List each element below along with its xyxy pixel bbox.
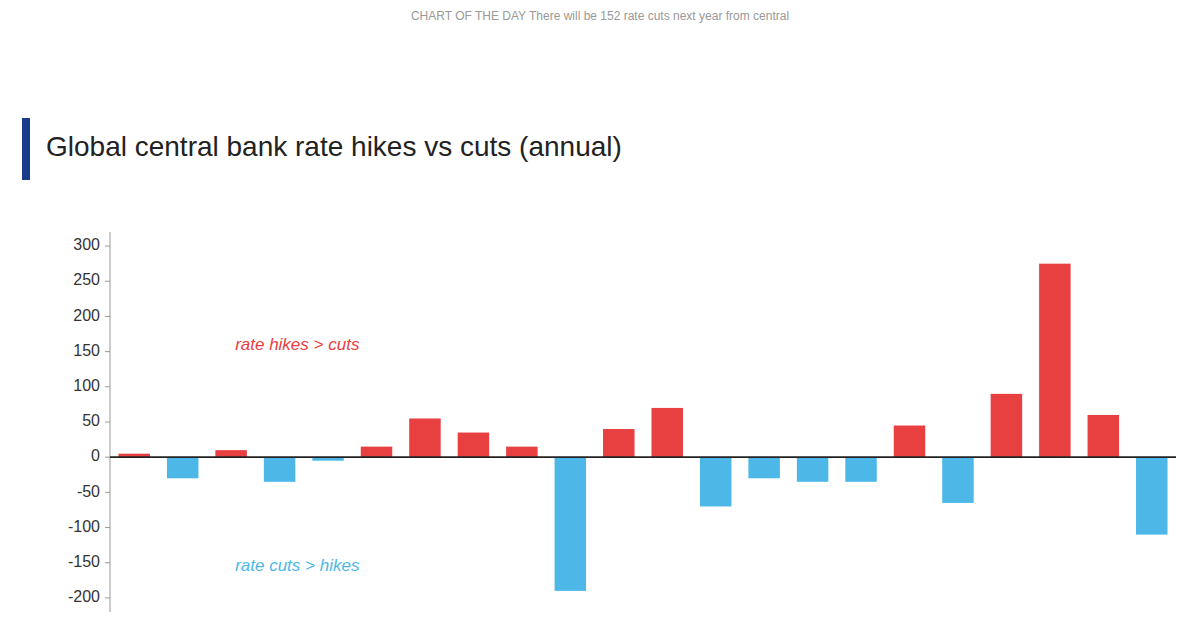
y-tick-label: -200 xyxy=(68,588,100,605)
y-tick xyxy=(105,422,110,423)
bar xyxy=(409,418,440,457)
zero-line xyxy=(110,456,1176,458)
header: CHART OF THE DAY There will be 152 rate … xyxy=(411,9,789,23)
annotation: rate hikes > cuts xyxy=(235,335,360,354)
chart-container: CHART OF THE DAY There will be 152 rate … xyxy=(0,0,1200,630)
bar xyxy=(1136,457,1167,534)
bar xyxy=(555,457,586,591)
y-tick-label: 50 xyxy=(82,412,100,429)
annotation: rate cuts > hikes xyxy=(235,556,360,575)
bar xyxy=(845,457,876,482)
bar xyxy=(264,457,295,482)
y-tick-label: 150 xyxy=(73,342,100,359)
y-tick xyxy=(105,562,110,563)
bar xyxy=(361,447,392,458)
y-tick xyxy=(105,492,110,493)
y-tick-label: 300 xyxy=(73,236,100,253)
y-tick-label: 100 xyxy=(73,377,100,394)
bar xyxy=(991,394,1022,457)
y-tick-label: 200 xyxy=(73,307,100,324)
chart-svg: CHART OF THE DAY There will be 152 rate … xyxy=(0,0,1200,630)
bar xyxy=(1088,415,1119,457)
bar xyxy=(603,429,634,457)
bar xyxy=(1039,264,1070,458)
bar xyxy=(215,450,246,457)
y-tick-label: -50 xyxy=(77,483,100,500)
y-tick-label: -150 xyxy=(68,553,100,570)
y-tick xyxy=(105,351,110,352)
title: Global central bank rate hikes vs cuts (… xyxy=(46,131,622,162)
bar xyxy=(748,457,779,478)
y-tick xyxy=(105,597,110,598)
bar xyxy=(942,457,973,503)
bar xyxy=(797,457,828,482)
bar xyxy=(506,447,537,458)
y-tick xyxy=(105,457,110,458)
y-tick xyxy=(105,386,110,387)
bar xyxy=(458,433,489,458)
bar xyxy=(894,426,925,458)
y-tick xyxy=(105,246,110,247)
y-tick-label: -100 xyxy=(68,518,100,535)
accent-bar xyxy=(22,118,30,180)
y-tick xyxy=(105,527,110,528)
y-tick-label: 0 xyxy=(91,447,100,464)
y-tick xyxy=(105,316,110,317)
y-tick-label: 250 xyxy=(73,271,100,288)
y-tick xyxy=(105,281,110,282)
bar xyxy=(700,457,731,506)
bars xyxy=(118,264,1167,591)
bar xyxy=(651,408,682,457)
bar xyxy=(167,457,198,478)
